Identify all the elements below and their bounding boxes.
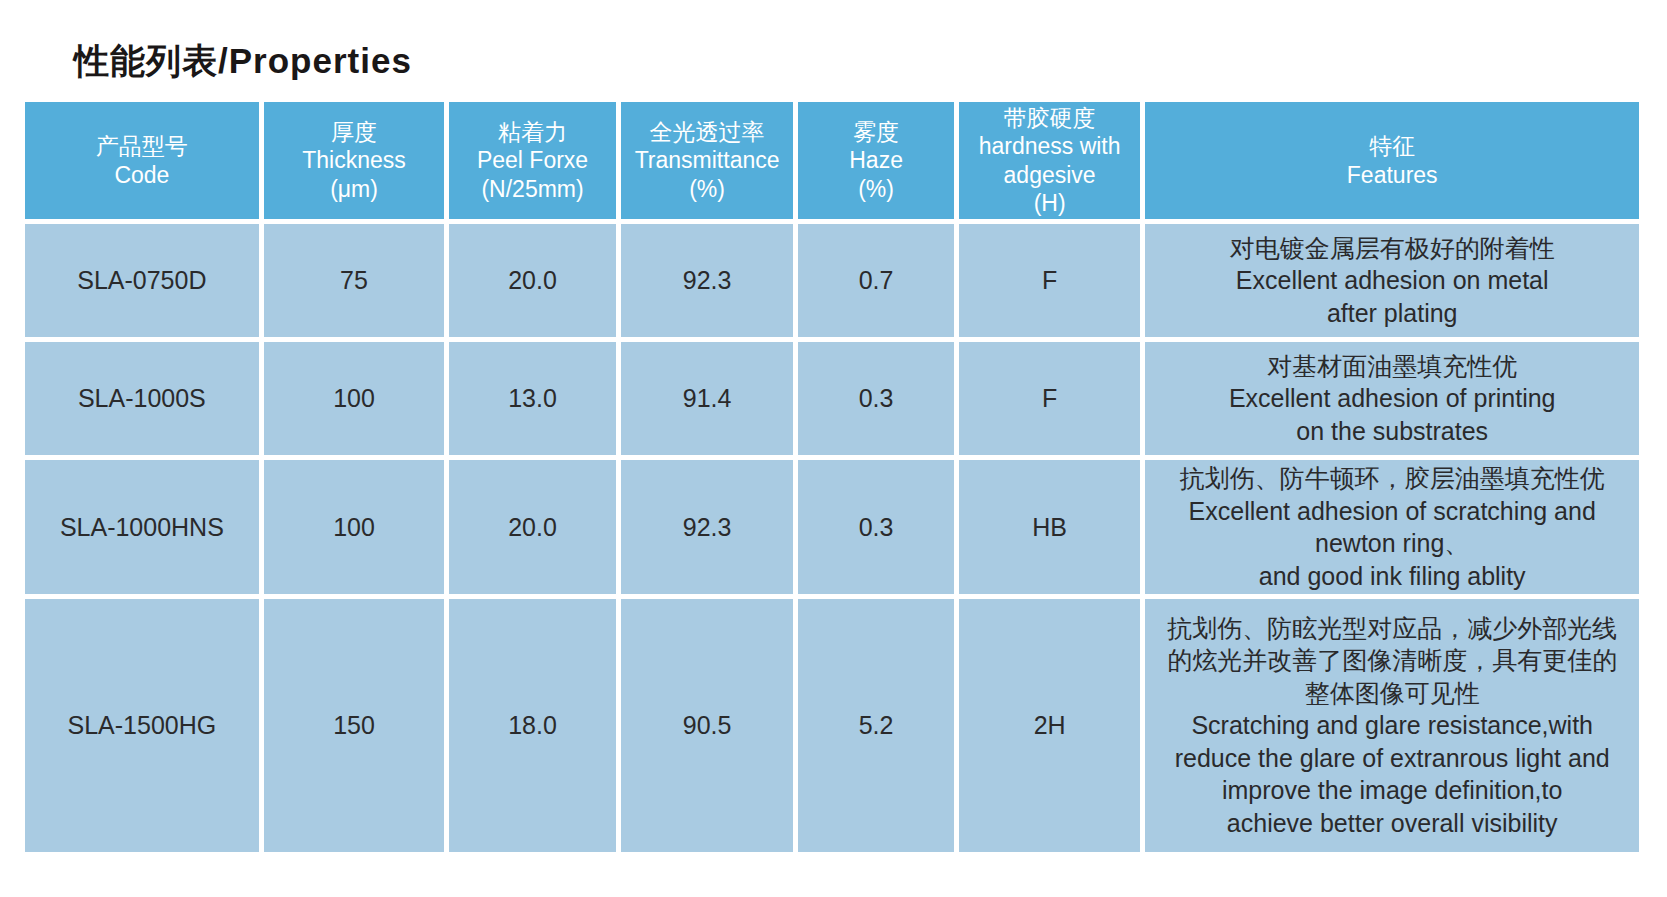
cell-thickness: 100 bbox=[264, 342, 445, 455]
page-title: 性能列表/Properties bbox=[0, 0, 1667, 97]
properties-table: 产品型号 Code 厚度 Thickness (μm) 粘着力 Peel For… bbox=[20, 97, 1644, 857]
cell-haze: 5.2 bbox=[798, 599, 953, 852]
cell-haze: 0.7 bbox=[798, 224, 953, 337]
cell-features: 抗划伤、防牛顿环，胶层油墨填充性优 Excellent adhesion of … bbox=[1145, 460, 1639, 594]
col-header-thickness: 厚度 Thickness (μm) bbox=[264, 102, 445, 219]
cell-hardness: HB bbox=[959, 460, 1141, 594]
col-header-hardness: 带胶硬度 hardness with adgesive (H) bbox=[959, 102, 1141, 219]
cell-transmittance: 90.5 bbox=[621, 599, 794, 852]
cell-transmittance: 92.3 bbox=[621, 224, 794, 337]
table-row: SLA-1500HG 150 18.0 90.5 5.2 2H 抗划伤、防眩光型… bbox=[25, 599, 1639, 852]
table-header-row: 产品型号 Code 厚度 Thickness (μm) 粘着力 Peel For… bbox=[25, 102, 1639, 219]
cell-peel-force: 18.0 bbox=[449, 599, 616, 852]
col-header-haze: 雾度 Haze (%) bbox=[798, 102, 953, 219]
cell-thickness: 100 bbox=[264, 460, 445, 594]
cell-code: SLA-1500HG bbox=[25, 599, 259, 852]
cell-features: 对电镀金属层有极好的附着性 Excellent adhesion on meta… bbox=[1145, 224, 1639, 337]
cell-code: SLA-1000S bbox=[25, 342, 259, 455]
cell-peel-force: 20.0 bbox=[449, 224, 616, 337]
cell-peel-force: 13.0 bbox=[449, 342, 616, 455]
col-header-code: 产品型号 Code bbox=[25, 102, 259, 219]
cell-thickness: 150 bbox=[264, 599, 445, 852]
cell-features: 抗划伤、防眩光型对应品，减少外部光线 的炫光并改善了图像清晰度，具有更佳的 整体… bbox=[1145, 599, 1639, 852]
cell-peel-force: 20.0 bbox=[449, 460, 616, 594]
table-row: SLA-1000HNS 100 20.0 92.3 0.3 HB 抗划伤、防牛顿… bbox=[25, 460, 1639, 594]
cell-code: SLA-1000HNS bbox=[25, 460, 259, 594]
cell-transmittance: 92.3 bbox=[621, 460, 794, 594]
table-row: SLA-0750D 75 20.0 92.3 0.7 F 对电镀金属层有极好的附… bbox=[25, 224, 1639, 337]
table-row: SLA-1000S 100 13.0 91.4 0.3 F 对基材面油墨填充性优… bbox=[25, 342, 1639, 455]
cell-thickness: 75 bbox=[264, 224, 445, 337]
page: 性能列表/Properties 产品型号 Code 厚度 Thickness (… bbox=[0, 0, 1667, 897]
cell-haze: 0.3 bbox=[798, 460, 953, 594]
cell-haze: 0.3 bbox=[798, 342, 953, 455]
cell-hardness: F bbox=[959, 342, 1141, 455]
cell-hardness: 2H bbox=[959, 599, 1141, 852]
cell-hardness: F bbox=[959, 224, 1141, 337]
cell-code: SLA-0750D bbox=[25, 224, 259, 337]
col-header-features: 特征 Features bbox=[1145, 102, 1639, 219]
cell-features: 对基材面油墨填充性优 Excellent adhesion of printin… bbox=[1145, 342, 1639, 455]
col-header-peel-force: 粘着力 Peel Forxe (N/25mm) bbox=[449, 102, 616, 219]
cell-transmittance: 91.4 bbox=[621, 342, 794, 455]
col-header-transmittance: 全光透过率 Transmittance (%) bbox=[621, 102, 794, 219]
